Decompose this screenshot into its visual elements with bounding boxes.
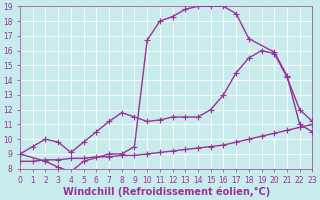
X-axis label: Windchill (Refroidissement éolien,°C): Windchill (Refroidissement éolien,°C)	[63, 187, 270, 197]
